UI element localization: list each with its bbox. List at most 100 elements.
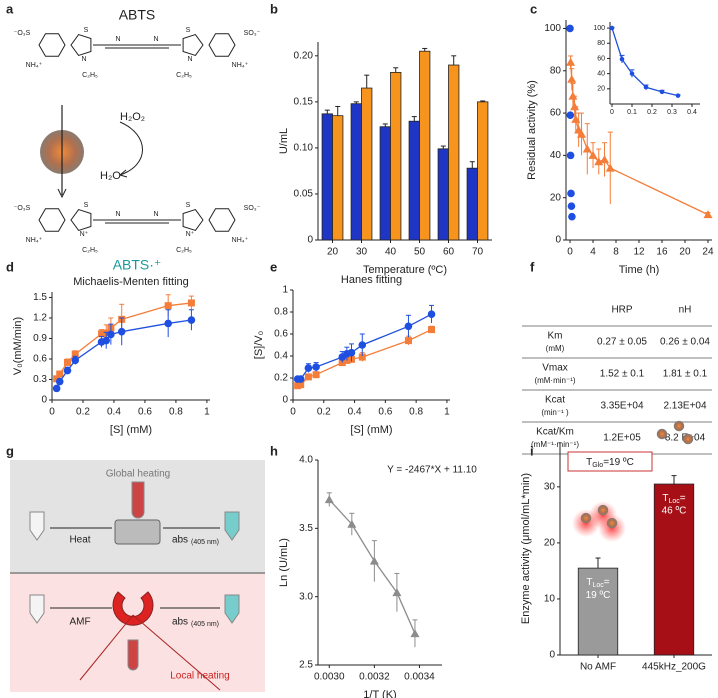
molecule-name: ABTS xyxy=(119,7,156,23)
panel-a: ABTS H₂O₂ H₂O ABTS·⁺ xyxy=(40,7,161,273)
bar xyxy=(448,64,460,241)
atom: N xyxy=(81,56,86,63)
ring xyxy=(182,208,204,232)
arrow-head xyxy=(119,169,128,178)
y-tick-label: 20 xyxy=(597,86,605,93)
marker xyxy=(52,384,61,393)
y-tick-label: 10 xyxy=(544,594,556,605)
x-tick-label: 0.3 xyxy=(667,109,677,116)
bar-annotation-part: = xyxy=(680,493,686,504)
marker xyxy=(98,330,106,338)
x-tick-label: 40 xyxy=(385,247,397,258)
marker xyxy=(566,151,575,160)
marker xyxy=(63,358,71,366)
y-tick-label: 4.0 xyxy=(299,455,313,466)
panel-label: c xyxy=(530,1,537,16)
marker xyxy=(107,330,115,339)
curved-arrow xyxy=(119,121,143,176)
marker xyxy=(619,56,625,62)
bar-annotation-part: T xyxy=(662,493,668,504)
fit-line xyxy=(56,302,192,380)
ring xyxy=(182,33,204,57)
row-unit: (mM) xyxy=(546,344,565,353)
marker xyxy=(629,71,635,76)
x-tick-label: 4 xyxy=(590,247,596,258)
atom: N⁺ xyxy=(186,231,195,238)
x-axis-label: [S] (mM) xyxy=(110,424,152,436)
bar xyxy=(419,50,431,241)
y-tick-label: 0.05 xyxy=(294,189,314,200)
marker xyxy=(312,371,320,379)
marker xyxy=(347,519,357,528)
panel-label: b xyxy=(270,1,278,16)
marker xyxy=(568,212,576,221)
x-tick-label: 70 xyxy=(472,247,484,258)
ring xyxy=(38,33,66,57)
x-tick-label: No AMF xyxy=(580,662,616,673)
x-tick-label: 30 xyxy=(356,247,368,258)
annotation-part: =19 ºC xyxy=(603,457,634,468)
x-tick-label: 8 xyxy=(613,247,619,258)
y-tick-label: 20 xyxy=(550,192,562,203)
x-tick-label: 20 xyxy=(679,247,691,258)
y-tick-label: 0.3 xyxy=(33,374,47,385)
y-tick-label: 0 xyxy=(549,650,555,661)
y-tick-label: 0.6 xyxy=(33,354,47,365)
atom: C₂H₅ xyxy=(176,72,192,79)
column-header: nH xyxy=(679,305,692,316)
marker xyxy=(102,336,111,345)
y-tick-label: 100 xyxy=(544,23,561,34)
y-tick-label: 3.0 xyxy=(299,591,313,602)
marker xyxy=(358,341,367,349)
inset-bg xyxy=(610,22,700,104)
column-header: HRP xyxy=(611,305,632,316)
ring xyxy=(208,208,236,232)
y-tick-label: 0.8 xyxy=(274,307,288,318)
marker xyxy=(428,326,436,334)
x-tick-label: 60 xyxy=(443,247,455,258)
marker xyxy=(582,144,592,153)
marker xyxy=(609,25,615,31)
bar xyxy=(379,126,391,241)
panel-label: d xyxy=(6,259,14,274)
ring xyxy=(70,208,92,232)
y-tick-label: 40 xyxy=(550,150,562,161)
bar xyxy=(408,120,420,241)
label: (405 nm) xyxy=(191,621,219,628)
bar xyxy=(437,148,449,241)
local-box xyxy=(10,574,265,692)
x-tick-label: 0 xyxy=(290,407,296,418)
y-tick-label: 60 xyxy=(550,108,562,119)
y-axis-label: [S]/V₀ xyxy=(253,331,265,359)
y-tick-label: 1 xyxy=(282,285,288,296)
x-tick-label: 0 xyxy=(610,109,614,116)
bar-annotation: 46 ºC xyxy=(662,506,687,517)
atom: NH₄⁺ xyxy=(232,237,249,244)
annotation-box xyxy=(567,451,653,472)
annotation-part: T xyxy=(586,457,592,468)
x-tick-label: 16 xyxy=(656,247,668,258)
atom: C₂H₅ xyxy=(176,247,192,254)
y-tick-label: 80 xyxy=(597,40,605,47)
bar xyxy=(477,101,489,241)
marker xyxy=(312,363,320,371)
heater xyxy=(114,519,161,545)
annotation: TGlo=19 ºC xyxy=(586,457,634,470)
label: Heat xyxy=(69,535,90,546)
x-tick-label: 1 xyxy=(444,407,450,418)
x-tick-label: 0.1 xyxy=(627,109,637,116)
row-label: Kcat xyxy=(545,395,565,406)
x-tick-label: 0.4 xyxy=(107,407,121,418)
cell: 0.27 ± 0.05 xyxy=(597,337,647,348)
marker xyxy=(164,319,172,328)
y-axis-label: U/mL xyxy=(278,128,290,154)
arrow-head xyxy=(57,188,67,199)
marker xyxy=(594,157,604,166)
y-tick-label: 0 xyxy=(307,235,313,246)
marker xyxy=(71,350,79,358)
cell: 1.52 ± 0.1 xyxy=(600,369,645,380)
y-tick-label: 0.10 xyxy=(294,143,314,154)
y-tick-label: 0.15 xyxy=(294,97,314,108)
cell: 3.35E+04 xyxy=(600,401,644,412)
panel-label: e xyxy=(270,259,277,274)
